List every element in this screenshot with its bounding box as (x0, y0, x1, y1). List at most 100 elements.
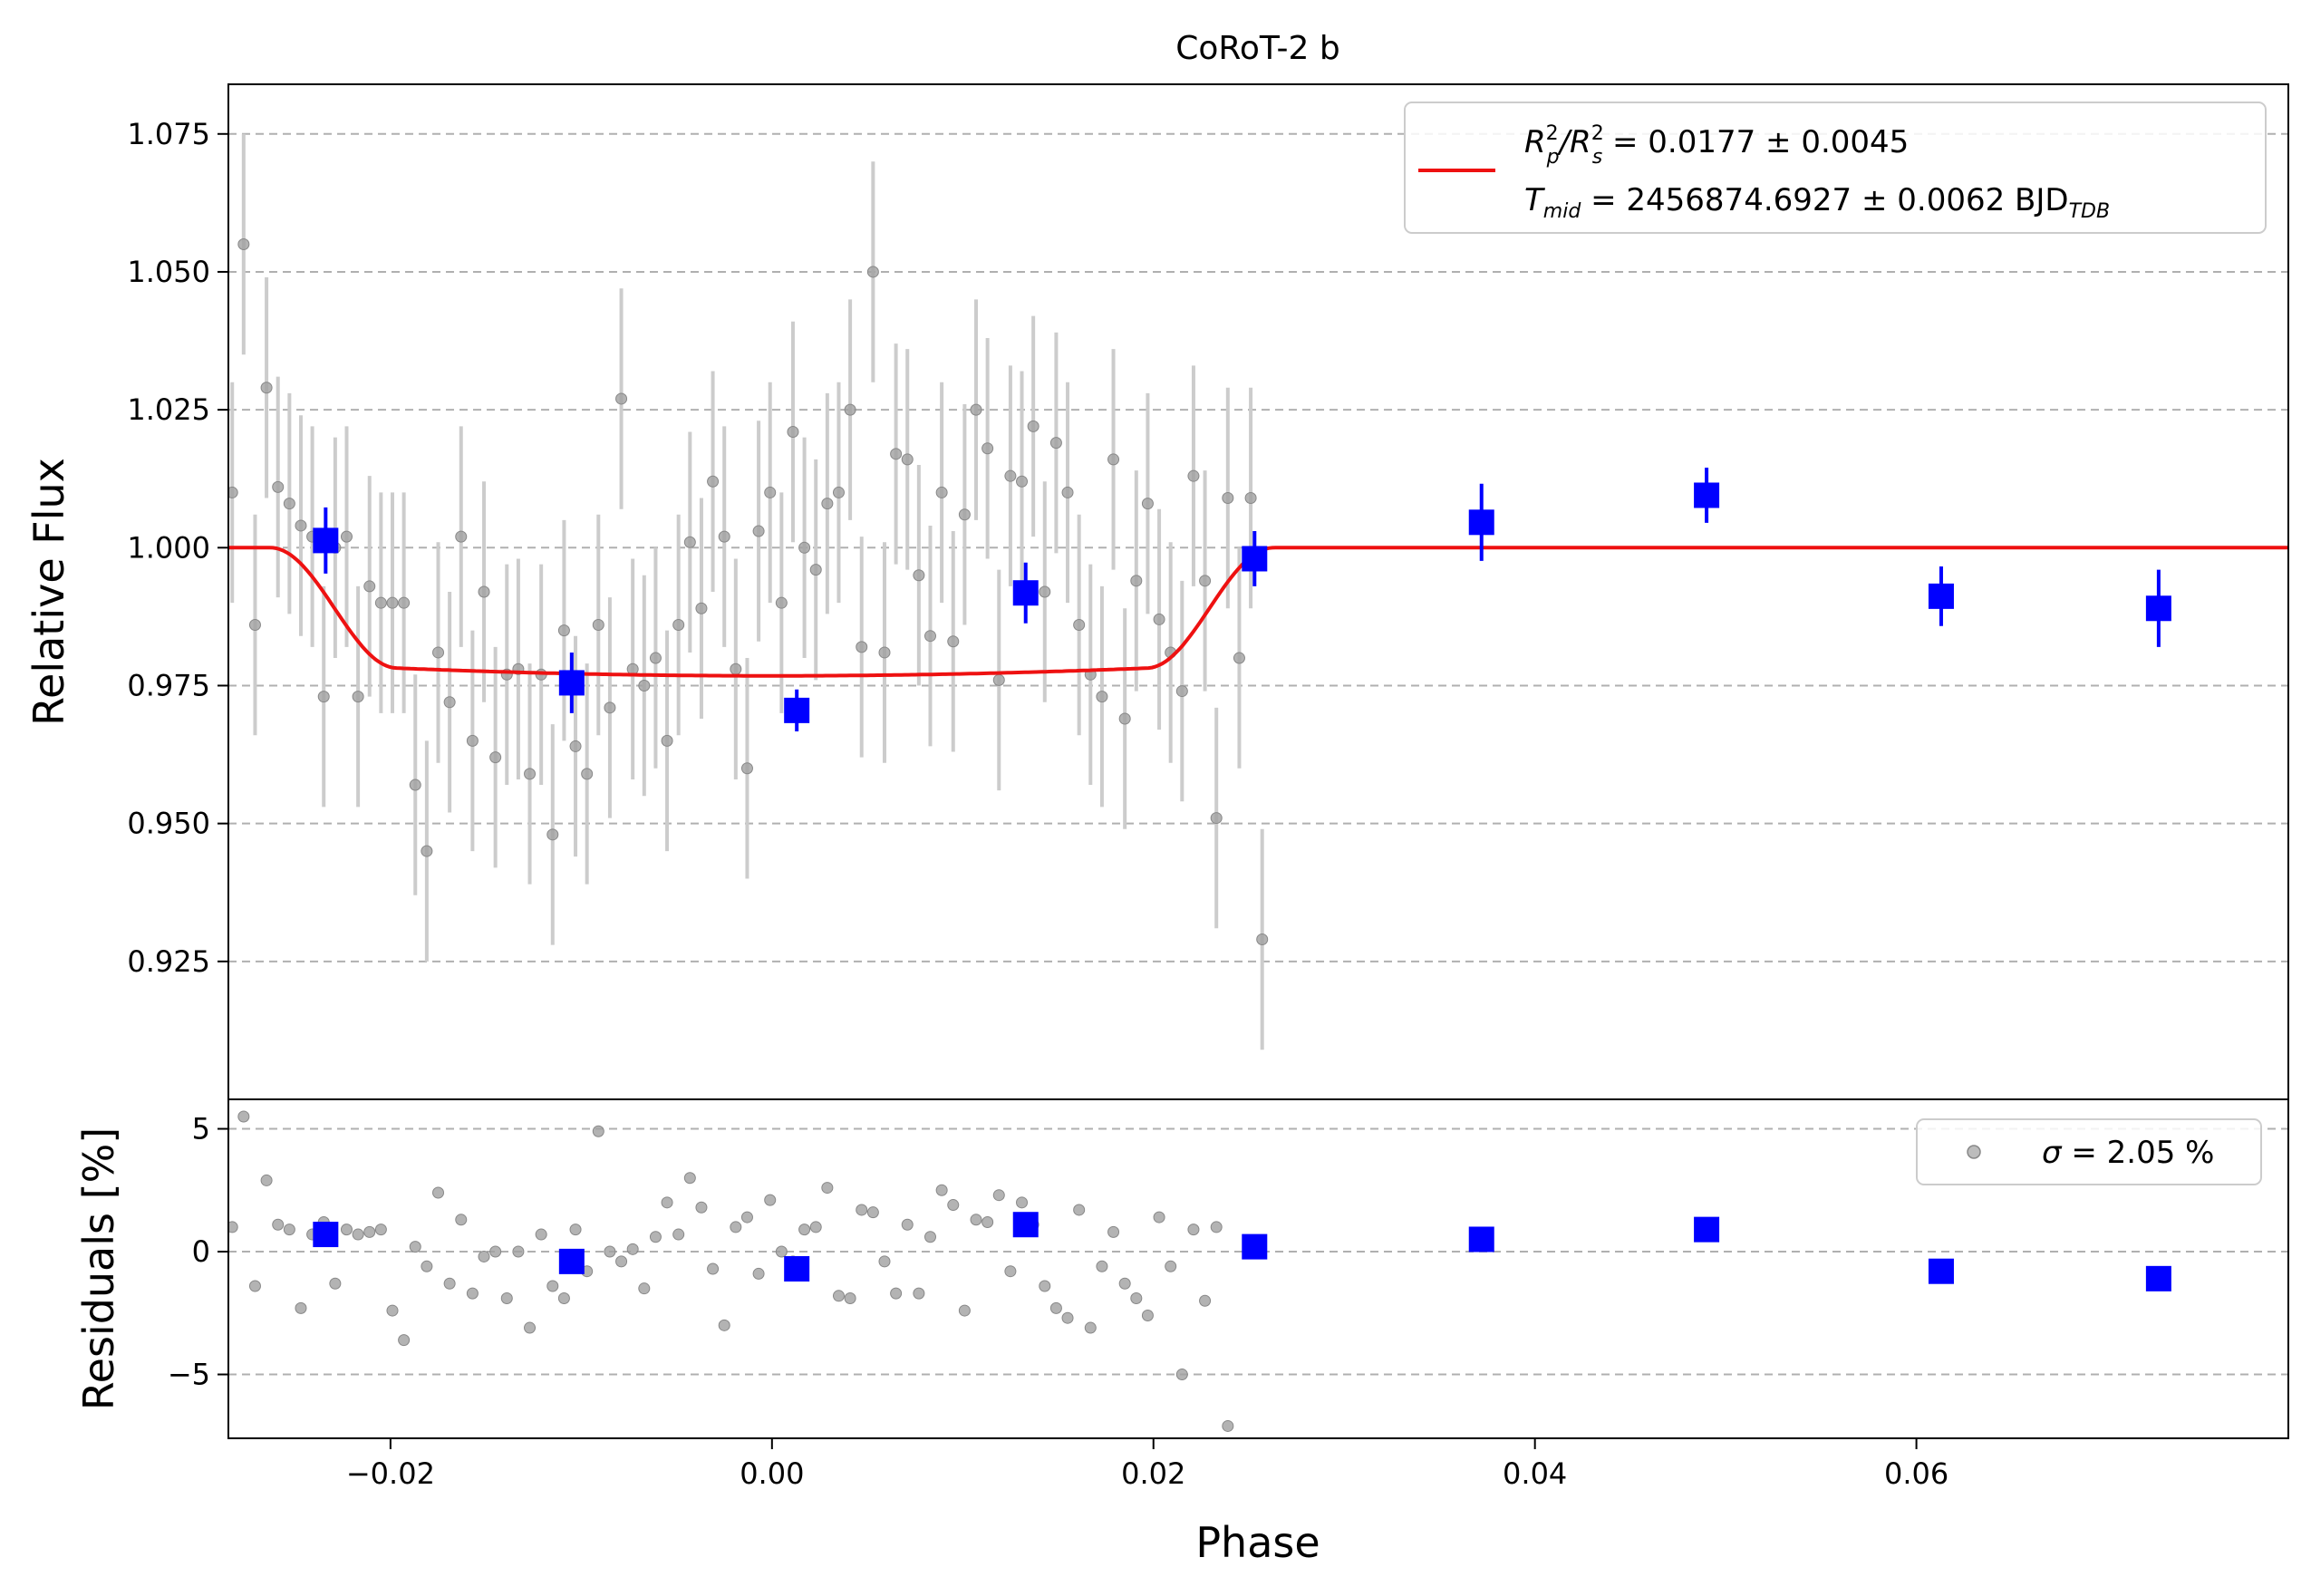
raw-point (228, 623, 229, 627)
residual-point (421, 1260, 433, 1272)
raw-point (455, 530, 468, 543)
raw-point (604, 701, 616, 714)
raw-point (260, 382, 273, 394)
residual-point (228, 1221, 238, 1233)
raw-point (386, 596, 399, 609)
residual-point (1222, 1419, 1234, 1432)
residual-point (363, 1225, 376, 1238)
residual-point (1084, 1321, 1097, 1334)
raw-point (283, 498, 295, 510)
residual-point (272, 1218, 285, 1231)
residual-point (1130, 1292, 1143, 1305)
raw-point (1107, 453, 1120, 466)
residual-binned-point (1928, 1258, 1954, 1284)
residual-point (1118, 1277, 1131, 1290)
residual-point (764, 1194, 777, 1206)
raw-point (878, 646, 891, 659)
raw-point (890, 448, 903, 460)
residual-y-tick-label: 0 (192, 1234, 210, 1269)
residual-point (718, 1319, 730, 1331)
residual-point (1141, 1309, 1154, 1321)
residual-legend-box (1916, 1118, 2262, 1185)
residual-point (672, 1228, 685, 1241)
residual-point (248, 1280, 261, 1292)
residual-point (798, 1224, 811, 1236)
raw-point (740, 762, 753, 775)
residual-point (546, 1280, 559, 1292)
raw-point (856, 641, 868, 653)
residual-binned-points (313, 1212, 2171, 1291)
raw-point (1027, 420, 1039, 432)
raw-point (1244, 492, 1257, 505)
residual-y-tick-label: −5 (168, 1358, 210, 1392)
residual-point (775, 1245, 788, 1258)
legend-tmid-label: Tmid = 2456874.6927 ± 0.0062 BJDTDB (1524, 182, 2110, 223)
raw-point (730, 663, 742, 675)
residual-point (340, 1224, 353, 1236)
residual-point (615, 1255, 628, 1268)
raw-point (661, 734, 673, 747)
residual-binned-point (784, 1256, 810, 1282)
main-legend-box (1404, 102, 2267, 234)
raw-point (1130, 575, 1143, 587)
raw-point (569, 740, 582, 752)
residual-binned-point (1012, 1212, 1039, 1238)
residual-axes-frame (227, 1098, 2289, 1439)
residual-point (970, 1214, 982, 1226)
raw-point (649, 652, 662, 664)
raw-point (421, 845, 433, 857)
residual-point (1187, 1224, 1200, 1236)
residual-point (1049, 1301, 1062, 1314)
main-y-tick-label: 0.975 (127, 668, 210, 702)
raw-point (832, 486, 845, 498)
residual-point (1016, 1196, 1029, 1209)
binned-point (784, 697, 810, 723)
raw-point (935, 486, 948, 498)
residual-point (752, 1267, 765, 1280)
residual-binned-point (1468, 1226, 1494, 1253)
residual-point (443, 1277, 456, 1290)
raw-point (1141, 498, 1154, 510)
binned-point (1694, 482, 1720, 508)
raw-point (615, 392, 628, 405)
residual-binned-point (313, 1222, 339, 1248)
residual-point (1165, 1260, 1177, 1272)
residual-binned-point (558, 1248, 585, 1274)
binned-point (1468, 509, 1494, 536)
raw-point (1004, 469, 1017, 482)
raw-point (1096, 691, 1108, 703)
x-tick-label: 0.06 (1884, 1456, 1948, 1491)
residual-point (283, 1224, 295, 1236)
main-y-tick-label: 1.025 (127, 392, 210, 427)
raw-point (466, 734, 479, 747)
raw-point (626, 663, 639, 675)
raw-point (695, 602, 708, 614)
residual-point (512, 1245, 525, 1258)
residual-point (683, 1172, 696, 1185)
raw-point (409, 779, 421, 791)
residual-panel: 5 0 −5 −0.02 0.00 0.02 0.04 0.06 Residuals [%]… (74, 1098, 2289, 1567)
residual-point (455, 1214, 468, 1226)
residual-point (638, 1282, 651, 1295)
raw-point (775, 596, 788, 609)
residual-point (901, 1218, 914, 1231)
x-tick-label: −0.02 (346, 1456, 435, 1491)
residual-point (695, 1201, 708, 1214)
raw-point (1039, 585, 1051, 598)
residual-point (1039, 1280, 1051, 1292)
residual-point (1210, 1221, 1223, 1233)
residual-point (524, 1321, 537, 1334)
residual-point (1199, 1294, 1212, 1307)
residual-point (913, 1287, 925, 1300)
residual-point (489, 1245, 502, 1258)
residual-point (992, 1189, 1005, 1202)
raw-point (295, 519, 307, 532)
raw-point (1175, 685, 1188, 698)
residual-point (1153, 1211, 1165, 1224)
raw-point (581, 768, 594, 780)
raw-point (352, 691, 364, 703)
raw-point (1016, 475, 1029, 488)
binned-point (1242, 546, 1268, 572)
raw-point (1222, 492, 1234, 505)
